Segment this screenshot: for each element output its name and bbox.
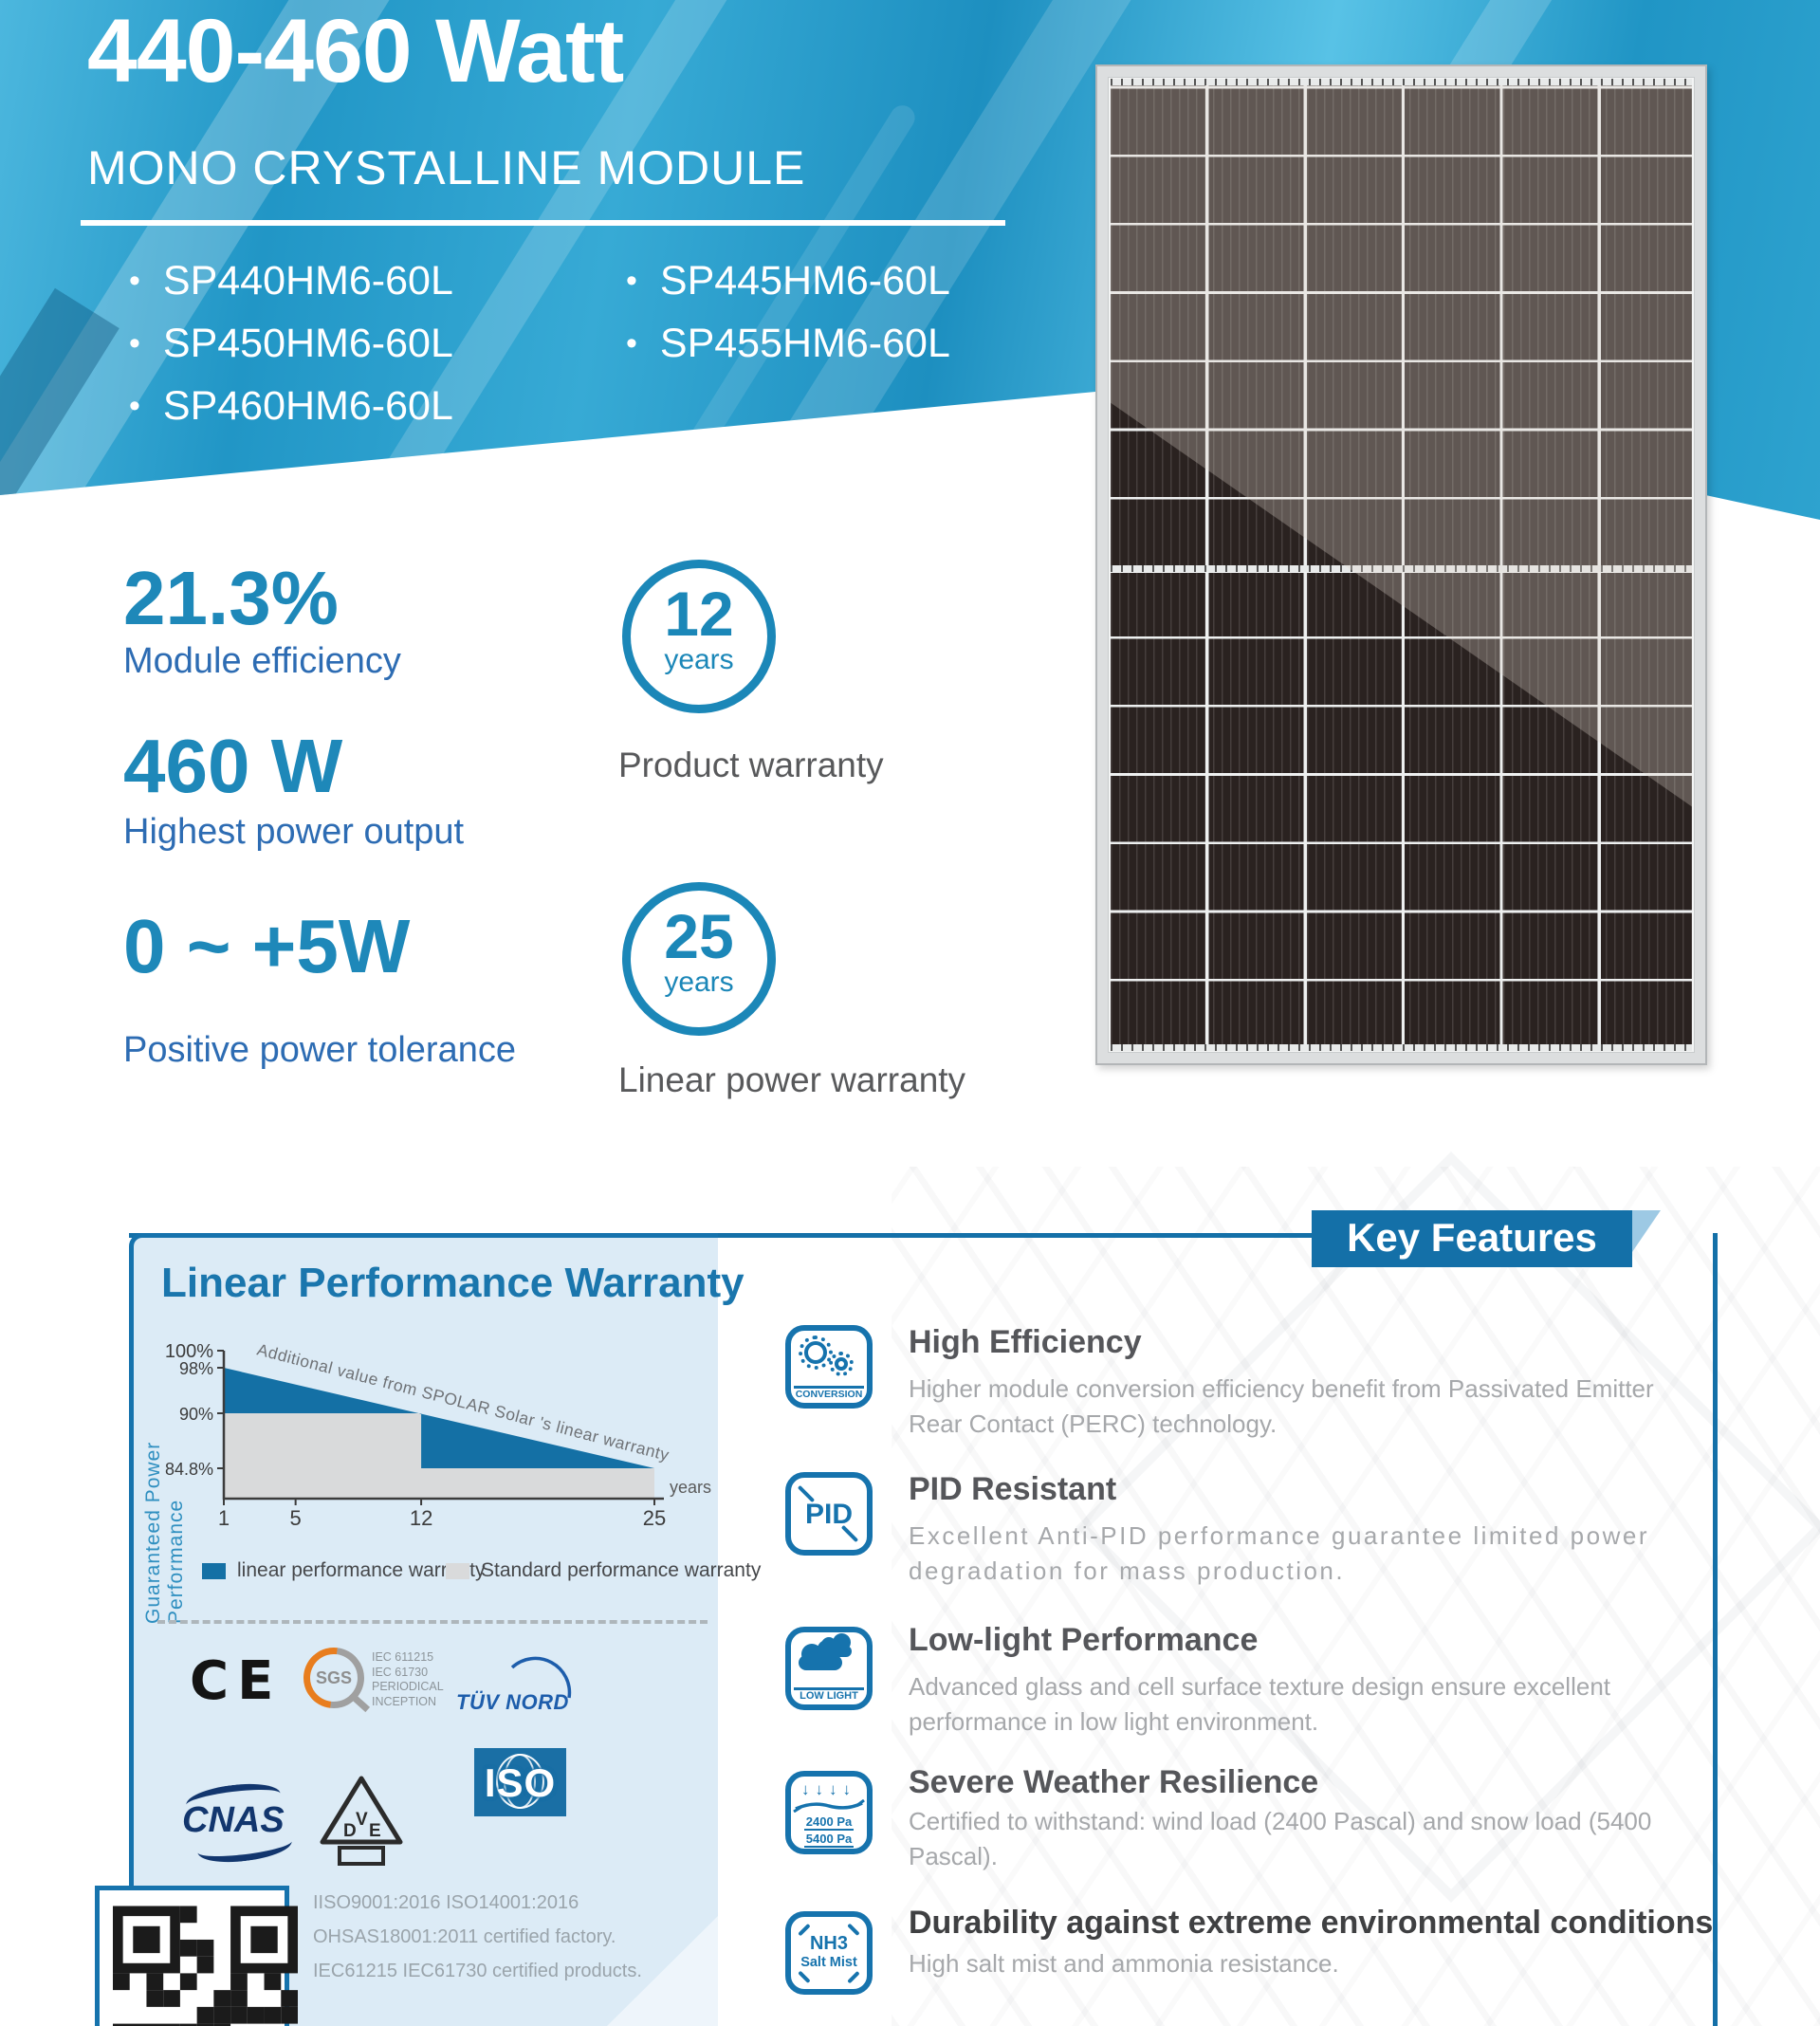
page-subtitle: MONO CRYSTALLINE MODULE — [87, 141, 806, 194]
feature-title-durability: Durability against extreme environmental… — [909, 1905, 1714, 1941]
svg-text:D: D — [343, 1821, 357, 1841]
warranty-caption-product: Product warranty — [618, 746, 884, 784]
warranty-unit: years — [664, 644, 734, 675]
model-number: SP460HM6-60L — [129, 383, 453, 430]
stat-value-efficiency: 21.3% — [123, 556, 339, 640]
ce-logo: CE — [190, 1650, 283, 1712]
svg-text:12: 12 — [410, 1506, 432, 1530]
feature-desc-durability: High salt mist and ammonia resistance. — [909, 1949, 1339, 1978]
stat-label-efficiency: Module efficiency — [123, 641, 401, 681]
stat-value-tolerance: 0 ~ +5W — [123, 904, 411, 988]
feature-title-severe-weather: Severe Weather Resilience — [909, 1764, 1319, 1800]
section-divider-line — [129, 1233, 1312, 1238]
warranty-years: 12 — [664, 579, 734, 649]
svg-text:25: 25 — [643, 1506, 666, 1530]
solar-panel-image — [1095, 64, 1707, 1065]
svg-text:90%: 90% — [179, 1405, 213, 1424]
svg-text:years: years — [670, 1478, 711, 1497]
svg-text:V: V — [356, 1810, 368, 1830]
iso-globe-meridian — [504, 1754, 536, 1809]
tuv-arc — [510, 1656, 572, 1699]
sgs-certification-lines: IEC 611215 IEC 61730 PERIODICAL INCEPTIO… — [372, 1650, 444, 1708]
legend-swatch-standard — [446, 1562, 469, 1579]
conversion-icon: CONVERSION — [785, 1325, 873, 1409]
legend-linear: linear performance warranty — [202, 1559, 485, 1582]
vde-logo: D V E — [320, 1776, 403, 1866]
feature-desc-low-light: Advanced glass and cell surface texture … — [909, 1672, 1610, 1736]
svg-text:1: 1 — [218, 1506, 230, 1530]
page-title: 440-460 Watt — [87, 1, 624, 101]
cnas-logo: CNAS — [182, 1800, 285, 1840]
model-number: SP455HM6-60L — [626, 321, 950, 367]
panel-cells-bottom — [1111, 573, 1692, 1047]
svg-text:84.8%: 84.8% — [165, 1460, 213, 1479]
panel-busbar — [1111, 1044, 1692, 1051]
chart-title: Linear Performance Warranty — [161, 1260, 745, 1306]
warranty-caption-linear: Linear power warranty — [618, 1060, 966, 1099]
warranty-years: 25 — [664, 901, 734, 971]
warranty-badge-linear: 25 years — [622, 882, 776, 1036]
svg-text:E: E — [369, 1821, 381, 1841]
title-underline — [81, 220, 1005, 226]
panel-busbar — [1111, 79, 1692, 85]
model-number: SP450HM6-60L — [129, 321, 453, 367]
model-number: SP440HM6-60L — [129, 258, 453, 304]
qr-code — [95, 1886, 298, 2026]
section-vertical-line — [1713, 1233, 1718, 2026]
nh3-salt-mist-icon: NH3 Salt Mist — [785, 1911, 873, 1995]
svg-text:98%: 98% — [179, 1359, 213, 1378]
key-features-banner: Key Features — [1312, 1210, 1632, 1267]
feature-desc-high-efficiency: Higher module conversion efficiency bene… — [909, 1374, 1654, 1438]
legend-swatch-linear — [202, 1562, 226, 1579]
feature-desc-pid: Excellent Anti-PID performance guarantee… — [909, 1521, 1649, 1585]
warranty-unit: years — [664, 967, 734, 998]
wind-snow-load-icon: ↓↓↓↓ 2400 Pa 5400 Pa — [785, 1771, 873, 1854]
pid-icon: PID — [785, 1472, 873, 1556]
feature-title-pid: PID Resistant — [909, 1471, 1117, 1507]
stat-label-power: Highest power output — [123, 812, 465, 852]
stat-value-power: 460 W — [123, 724, 343, 808]
feature-title-high-efficiency: High Efficiency — [909, 1324, 1142, 1360]
svg-text:5: 5 — [290, 1506, 302, 1530]
stat-label-tolerance: Positive power tolerance — [123, 1030, 516, 1070]
feature-title-low-light: Low-light Performance — [909, 1622, 1259, 1658]
legend-label-standard: Standard performance warranty — [481, 1559, 762, 1581]
svg-text:100%: 100% — [165, 1341, 213, 1362]
tuv-nord-logo: TÜV NORD — [456, 1690, 569, 1714]
warranty-badge-product: 12 years — [622, 560, 776, 713]
panel-backsheet — [1108, 77, 1695, 1053]
low-light-icon: LOW LIGHT — [785, 1627, 873, 1710]
feature-desc-severe-weather: Certified to withstand: wind load (2400 … — [909, 1807, 1652, 1870]
panel-busbar — [1111, 565, 1692, 572]
panel-cells-top — [1111, 85, 1692, 565]
factory-certification-text: IISO9001:2016 ISO14001:2016 OHSAS18001:2… — [313, 1892, 642, 1981]
banner-fold — [1632, 1210, 1661, 1252]
dashed-divider — [157, 1620, 708, 1624]
iso-logo: ISO — [474, 1748, 566, 1816]
legend-standard: Standard performance warranty — [446, 1559, 761, 1582]
legend-label-linear: linear performance warranty — [237, 1559, 486, 1581]
model-number: SP445HM6-60L — [626, 258, 950, 304]
